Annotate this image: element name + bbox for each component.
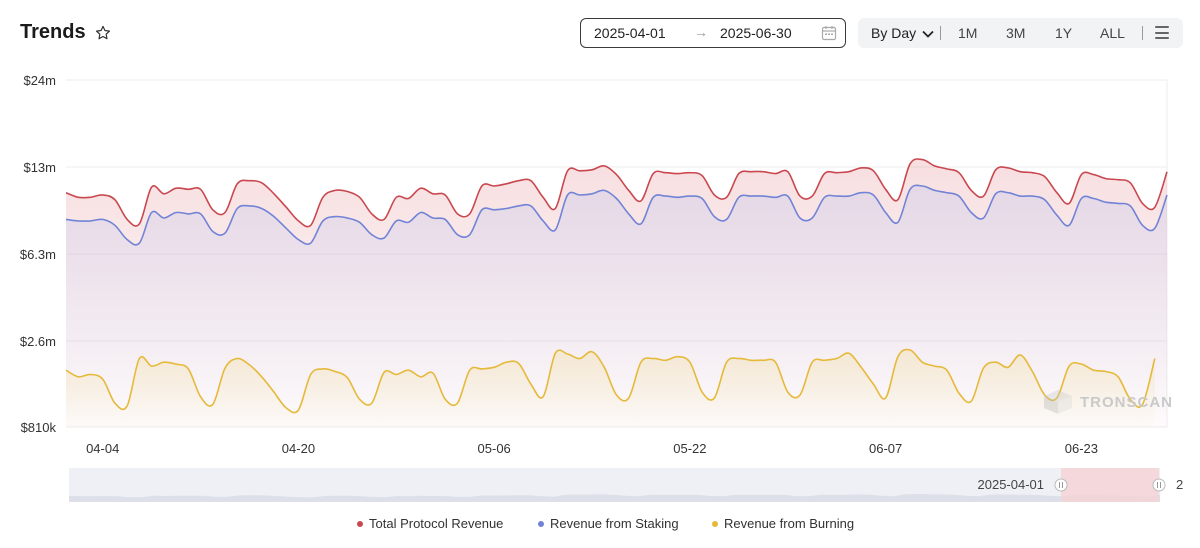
watermark: TRONSCAN (1044, 390, 1173, 414)
tronscan-logo-icon (1044, 390, 1072, 414)
separator (940, 26, 941, 40)
slider-handle[interactable] (1054, 478, 1068, 492)
legend-dot (357, 520, 363, 527)
line-layer (65, 158, 1168, 414)
label-layer: $24m $13m $6.3m $2.6m $810k 04-04 04-20 05-06 05… (20, 73, 1098, 456)
range-toolbar: By Day 1M 3M 1Y ALL (858, 18, 1183, 48)
x-tick-label: 05-22 (673, 441, 706, 456)
x-tick-label: 06-23 (1065, 441, 1098, 456)
date-range-picker[interactable]: 2025-04-01 → 2025-06-30 (580, 18, 846, 48)
start-date-input[interactable]: 2025-04-01 (594, 25, 666, 41)
trend-chart: $24m $13m $6.3m $2.6m $810k 04-04 04-20 05-06 05… (20, 73, 1183, 502)
burning-revenue-area (66, 349, 1155, 427)
granularity-label: By Day (871, 25, 917, 41)
legend-item-staking[interactable]: Revenue from Staking (538, 516, 679, 531)
page-title-text: Trends (20, 21, 86, 43)
slider-preview (69, 494, 1160, 502)
slider-start-label: 2025-04-01 (978, 477, 1045, 492)
arrow-right-icon: → (694, 24, 708, 40)
y-tick-label: $2.6m (20, 334, 56, 349)
y-tick-label: $24m (23, 73, 56, 88)
legend-item-burning[interactable]: Revenue from Burning (712, 516, 854, 531)
x-tick-label: 05-06 (478, 441, 511, 456)
watermark-text: TRONSCAN (1080, 394, 1173, 411)
y-tick-label: $6.3m (20, 247, 56, 262)
range-all-button[interactable]: ALL (1100, 25, 1125, 41)
staking-revenue-area (66, 185, 1167, 427)
legend-label: Total Protocol Revenue (369, 516, 504, 531)
chevron-down-icon (922, 31, 934, 39)
y-tick-label: $810k (21, 420, 57, 435)
x-tick-label: 04-04 (86, 441, 119, 456)
range-1m-button[interactable]: 1M (958, 25, 978, 41)
legend-item-total[interactable]: Total Protocol Revenue (357, 516, 503, 531)
calendar-icon[interactable] (821, 25, 837, 41)
staking-revenue-line[interactable] (65, 184, 1168, 246)
range-3m-button[interactable]: 3M (1006, 25, 1026, 41)
y-tick-label: $13m (23, 160, 56, 175)
zoom-slider[interactable]: 2025-04-01 2 (69, 468, 1183, 502)
slider-end-label: 2 (1176, 477, 1183, 492)
end-date-input[interactable]: 2025-06-30 (720, 25, 792, 41)
separator (1142, 26, 1143, 40)
total-revenue-line[interactable] (65, 158, 1168, 228)
legend-dot (712, 520, 718, 527)
legend-label: Revenue from Burning (724, 516, 855, 531)
page-title: Trends (20, 21, 112, 44)
menu-icon[interactable] (1155, 26, 1169, 39)
x-tick-label: 04-20 (282, 441, 315, 456)
burning-revenue-line[interactable] (65, 348, 1156, 414)
star-icon[interactable] (94, 24, 112, 42)
area-layer (66, 158, 1167, 427)
legend-label: Revenue from Staking (550, 516, 679, 531)
legend-dot (538, 520, 544, 527)
range-1y-button[interactable]: 1Y (1055, 25, 1073, 41)
slider-selection[interactable] (1061, 468, 1159, 502)
slider-handle[interactable] (1152, 478, 1166, 492)
granularity-select[interactable]: By Day (871, 25, 934, 41)
x-tick-label: 06-07 (869, 441, 902, 456)
